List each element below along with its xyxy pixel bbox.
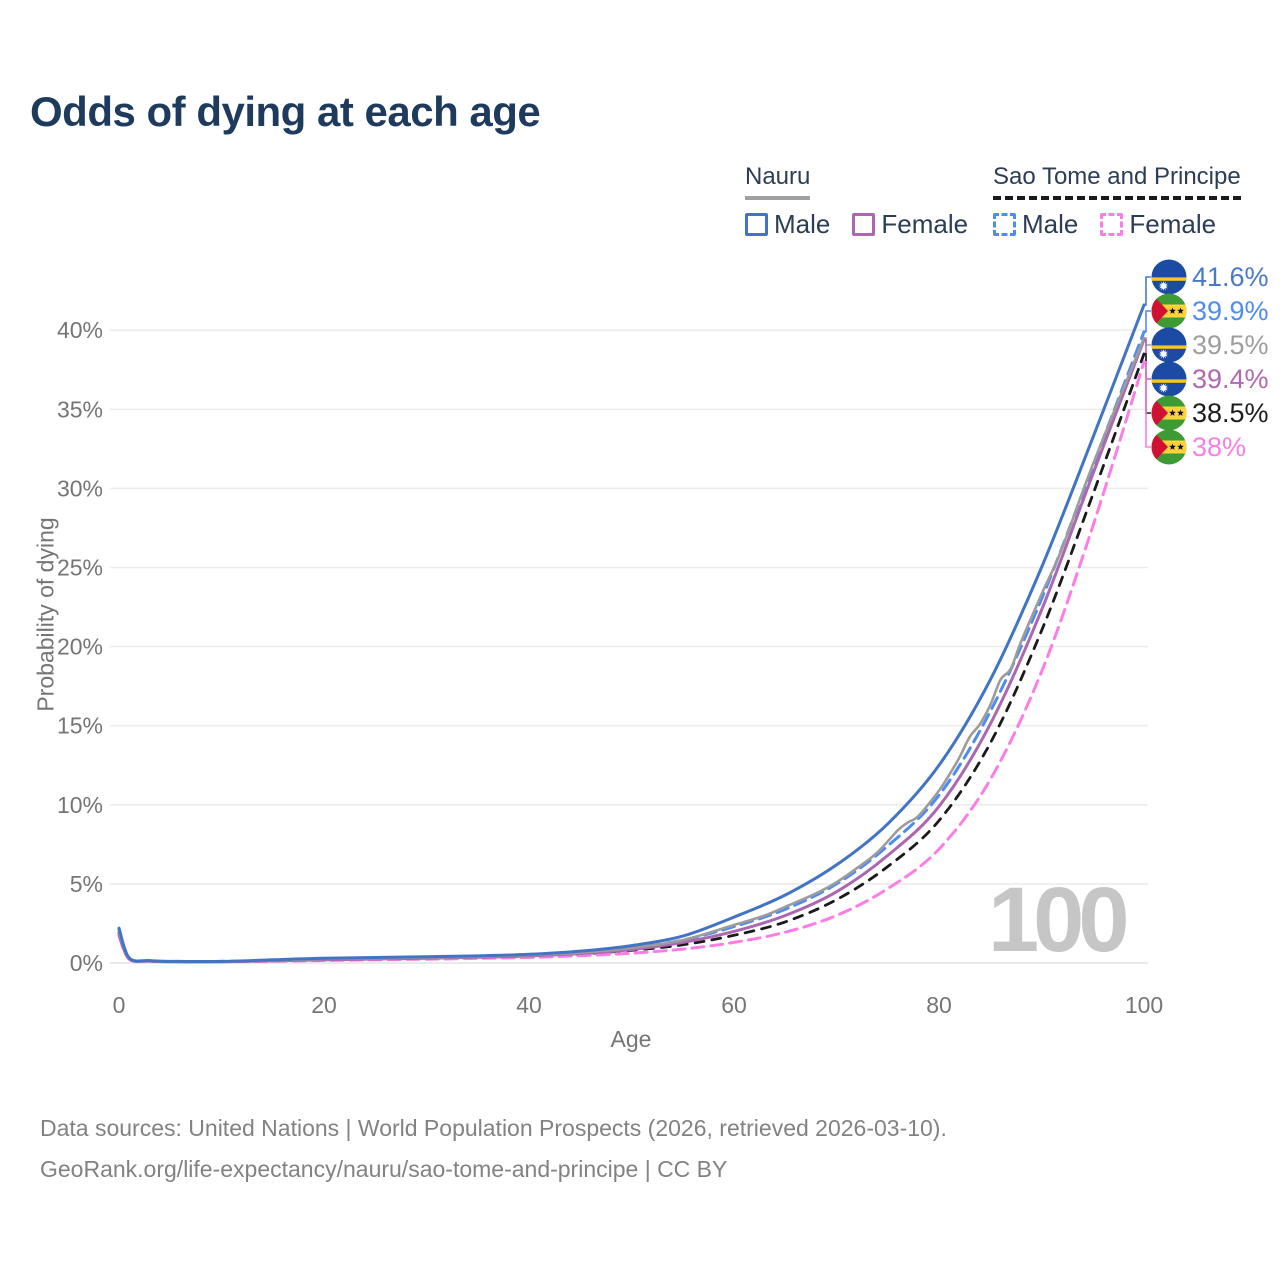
stp-male-swatch-icon <box>993 213 1016 236</box>
y-tick-label: 30% <box>57 475 103 501</box>
y-tick-label: 35% <box>57 396 103 422</box>
end-label-value: 39.5% <box>1192 329 1269 360</box>
y-tick-label: 10% <box>57 792 103 818</box>
end-label-value: 39.4% <box>1192 363 1269 394</box>
y-tick-label: 0% <box>70 950 103 976</box>
end-label-value: 39.9% <box>1192 295 1269 326</box>
legend-item-label: Male <box>774 209 831 239</box>
end-label-connector <box>1144 361 1151 448</box>
y-tick-label: 40% <box>57 317 103 343</box>
sao-tome-flag-icon <box>1151 429 1187 465</box>
footer-attribution-link[interactable]: GeoRank.org/life-expectancy/nauru/sao-to… <box>40 1156 728 1182</box>
legend-group-sao-tome: Sao Tome and Principe Male Female <box>993 163 1241 240</box>
y-tick-label: 15% <box>57 713 103 739</box>
stp-female-swatch-icon <box>1100 213 1124 236</box>
nauru-flag-icon <box>1151 361 1187 397</box>
nauru-flag-icon <box>1151 259 1187 295</box>
legend-item-nauru-female[interactable]: Female <box>852 209 968 240</box>
legend-group-sao-tome-title: Sao Tome and Principe <box>993 163 1241 200</box>
nauru-female-swatch-icon <box>852 213 876 236</box>
series-line-nauru-combined[interactable] <box>117 336 1146 964</box>
end-label: 38.5% <box>1151 395 1269 431</box>
footer: Data sources: United Nations | World Pop… <box>40 1108 947 1190</box>
end-label: 41.6% <box>1151 259 1269 295</box>
series-line-nauru-female[interactable] <box>117 338 1146 964</box>
end-label: 38% <box>1151 429 1246 465</box>
watermark-age-100: 100 <box>988 869 1129 971</box>
end-label-value: 38% <box>1192 431 1247 462</box>
series-line-sao-tome-and-principe-female[interactable] <box>117 360 1146 964</box>
y-tick-label: 25% <box>57 555 103 581</box>
sao-tome-flag-icon <box>1151 293 1187 329</box>
x-tick-label: 80 <box>926 992 952 1018</box>
sao-tome-flag-icon <box>1151 395 1187 431</box>
end-label-connector <box>1144 276 1151 306</box>
x-tick-label: 20 <box>311 992 337 1018</box>
page-title: Odds of dying at each age <box>30 88 541 135</box>
x-axis-title: Age <box>610 1026 652 1052</box>
legend-group-nauru-title: Nauru <box>745 163 811 200</box>
x-tick-label: 40 <box>516 992 542 1018</box>
end-label: 39.9% <box>1151 293 1269 329</box>
nauru-flag-icon <box>1151 327 1187 363</box>
y-tick-label: 20% <box>57 634 103 660</box>
legend-item-nauru-male[interactable]: Male <box>745 209 830 240</box>
legend-item-label: Female <box>881 209 969 239</box>
x-tick-label: 0 <box>113 992 126 1018</box>
legend-item-stp-male[interactable]: Male <box>993 209 1078 240</box>
end-label: 39.5% <box>1151 327 1269 363</box>
end-label: 39.4% <box>1151 361 1269 397</box>
footer-data-sources: Data sources: United Nations | World Pop… <box>40 1115 947 1141</box>
series-line-nauru-male[interactable] <box>117 303 1146 964</box>
x-tick-label: 60 <box>721 992 747 1018</box>
end-label-connector <box>1144 310 1151 333</box>
x-tick-label: 100 <box>1125 992 1163 1018</box>
end-label-value: 41.6% <box>1192 261 1269 292</box>
legend-item-label: Female <box>1129 209 1217 239</box>
legend-group-nauru: Nauru Male Female <box>745 163 968 240</box>
legend-item-label: Male <box>1022 209 1079 239</box>
y-tick-label: 5% <box>70 871 103 897</box>
legend-item-stp-female[interactable]: Female <box>1100 209 1216 240</box>
series-line-sao-tome-and-principe-combined[interactable] <box>117 352 1146 964</box>
nauru-male-swatch-icon <box>745 213 768 236</box>
end-label-value: 38.5% <box>1192 397 1269 428</box>
y-axis-title: Probability of dying <box>32 517 59 712</box>
